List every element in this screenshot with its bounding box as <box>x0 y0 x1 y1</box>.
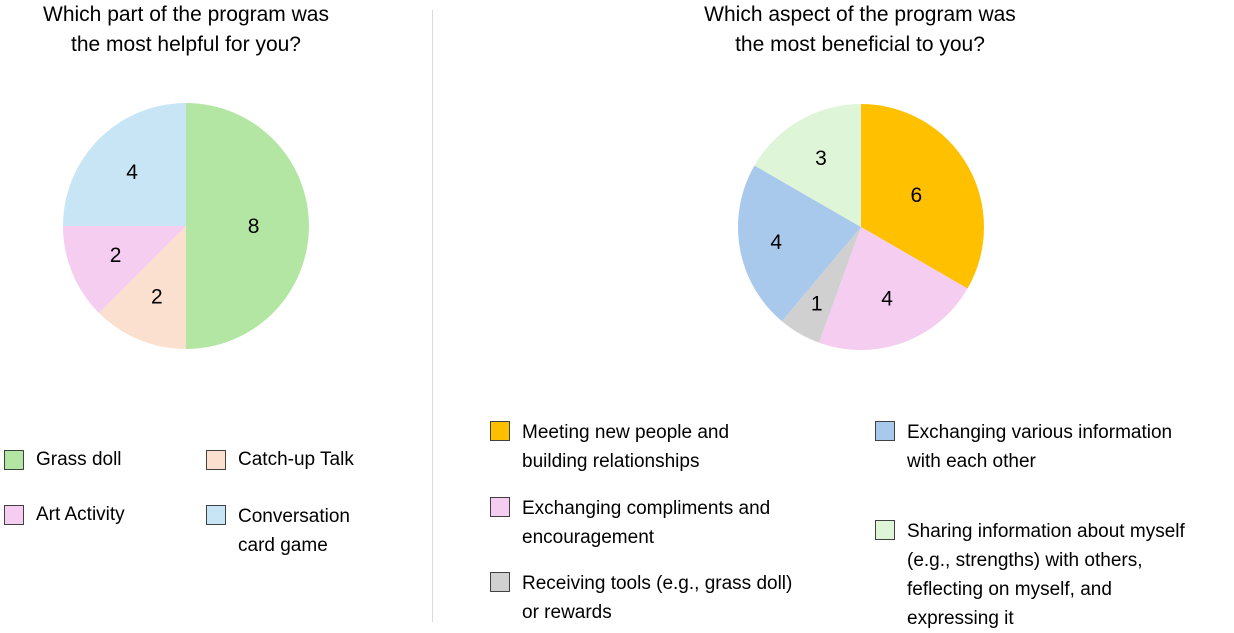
legend-swatch <box>490 421 510 441</box>
legend-swatch <box>206 505 226 525</box>
legend-item-exchanging-various-information: Exchanging various information with each… <box>875 418 1172 476</box>
legend-swatch <box>875 520 895 540</box>
legend-swatch <box>4 505 24 525</box>
legend-label: Exchanging various information with each… <box>907 422 1173 472</box>
slice-value-label: 3 <box>815 147 827 170</box>
legend-swatch <box>490 572 510 592</box>
pie-slice <box>781 227 861 343</box>
pie-slice <box>738 165 861 322</box>
legend-item-receiving-tools: Receiving tools (e.g., grass doll) or re… <box>490 569 792 627</box>
legend-item-meeting-new-people: Meeting new people and building relation… <box>490 418 729 476</box>
pie-slice <box>99 226 186 349</box>
legend-label: Receiving tools (e.g., grass doll) or re… <box>522 573 793 623</box>
left-pie-chart: 8 2 2 4 <box>63 103 309 349</box>
legend-item-catch-up-talk: Catch-up Talk <box>206 447 354 473</box>
slice-value-label: 4 <box>770 231 782 254</box>
slice-value-label: 1 <box>811 293 823 316</box>
legend-item-conversation-card-game: Conversation card game <box>206 502 350 560</box>
slice-value-label: 6 <box>911 184 923 207</box>
pie-slice <box>754 104 861 227</box>
legend-item-art-activity: Art Activity <box>4 502 125 528</box>
legend-label: Art Activity <box>36 504 125 525</box>
legend-label: Grass doll <box>36 449 122 470</box>
right-pie-chart: 6 4 1 4 3 <box>738 104 984 350</box>
legend-item-exchanging-compliments: Exchanging compliments and encouragement <box>490 494 770 552</box>
slice-value-label: 2 <box>110 244 122 267</box>
pie-slice <box>861 104 984 289</box>
slice-value-label: 8 <box>248 215 260 238</box>
left-chart-title: Which part of the program was the most h… <box>43 3 329 56</box>
legend-item-sharing-information: Sharing information about myself (e.g., … <box>875 517 1185 633</box>
legend-label: Sharing information about myself (e.g., … <box>907 521 1185 629</box>
legend-label: Conversation card game <box>238 506 350 556</box>
slice-value-label: 4 <box>126 161 138 184</box>
legend-swatch <box>875 421 895 441</box>
slice-value-label: 4 <box>881 288 893 311</box>
legend-label: Meeting new people and building relation… <box>522 422 730 472</box>
panel-divider <box>432 10 433 622</box>
legend-swatch <box>490 497 510 517</box>
pie-slice <box>63 103 186 226</box>
legend-swatch <box>206 450 226 470</box>
legend-item-grass-doll: Grass doll <box>4 447 122 473</box>
pie-slice <box>186 103 309 349</box>
left-chart-panel: Which part of the program was the most h… <box>0 0 432 633</box>
legend-label: Exchanging compliments and encouragement <box>522 498 771 548</box>
right-chart-panel: Which aspect of the program was the most… <box>434 0 1234 633</box>
legend-swatch <box>4 450 24 470</box>
legend-label: Catch-up Talk <box>238 449 354 470</box>
pie-slice <box>818 227 968 350</box>
slice-value-label: 2 <box>151 285 163 308</box>
right-chart-title: Which aspect of the program was the most… <box>704 3 1016 56</box>
pie-slice <box>63 226 186 313</box>
